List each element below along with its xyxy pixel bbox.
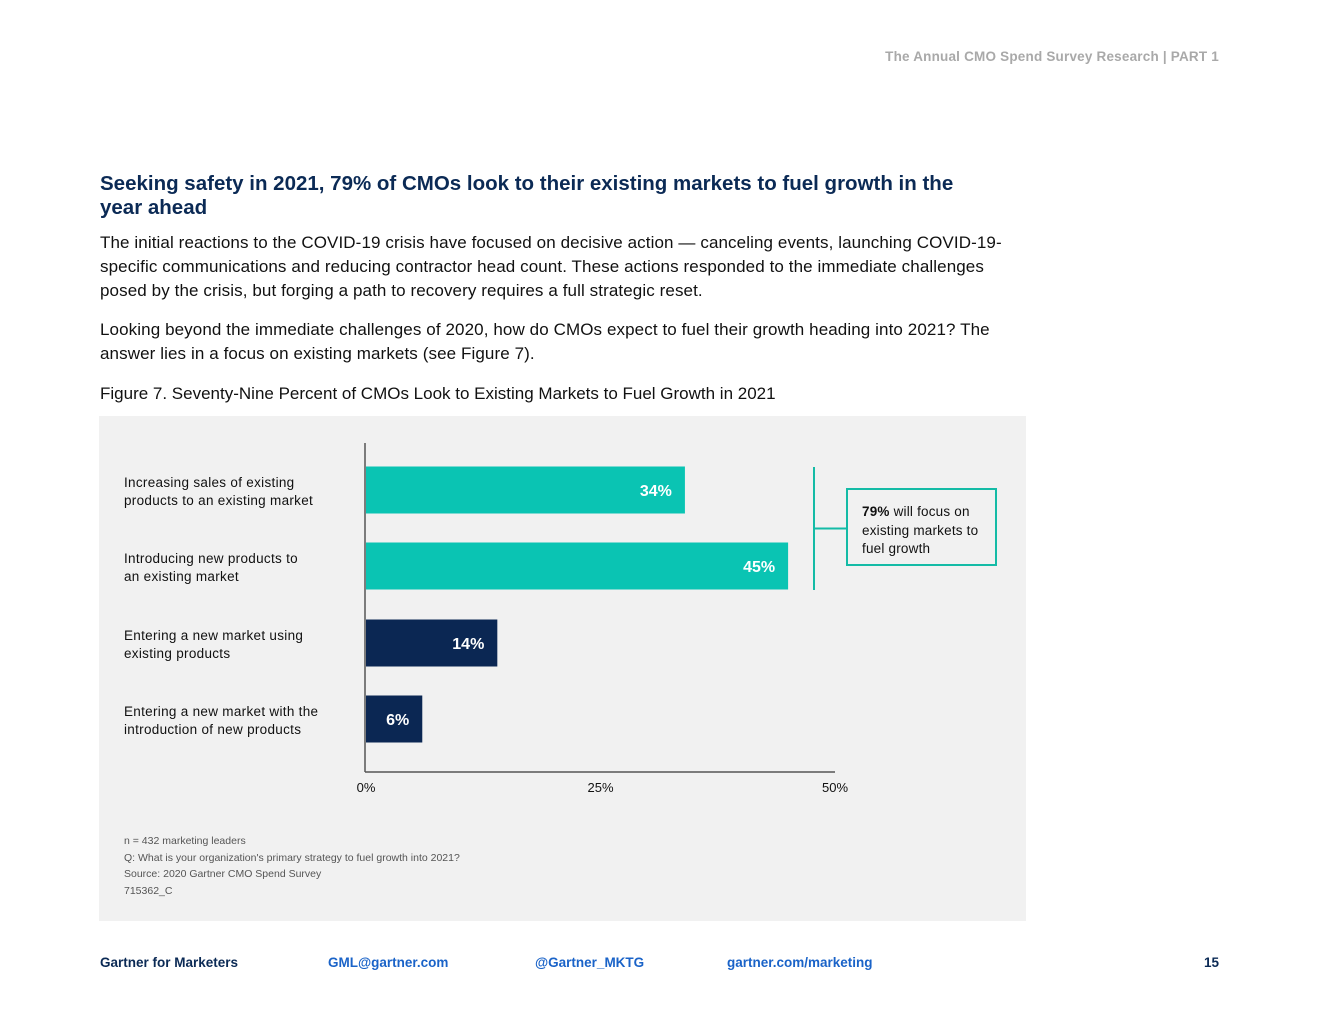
bar-2 <box>366 619 498 667</box>
running-header: The Annual CMO Spend Survey Research | P… <box>885 49 1219 64</box>
x-tick-label-2: 50% <box>822 780 848 795</box>
category-label-0-line-1: products to an existing market <box>124 493 313 508</box>
category-label-3-line-1: introduction of new products <box>124 722 301 737</box>
section-title: Seeking safety in 2021, 79% of CMOs look… <box>100 172 954 219</box>
category-label-2-line-1: existing products <box>124 646 230 661</box>
bar-3 <box>366 695 423 743</box>
x-tick-label-0: 0% <box>357 780 376 795</box>
body-paragraph-1: The initial reactions to the COVID-19 cr… <box>100 233 1002 300</box>
note-sample-size: n = 432 marketing leaders <box>124 835 246 847</box>
bar-value-label-1: 45% <box>743 559 775 576</box>
footer-website-link[interactable]: gartner.com/marketing <box>727 955 873 970</box>
bar-value-label-0: 34% <box>640 483 672 500</box>
callout-text: will focus on existing markets to fuel g… <box>862 504 979 556</box>
callout-highlight: 79% <box>862 504 890 519</box>
note-source: Source: 2020 Gartner CMO Spend Survey <box>124 868 322 880</box>
note-question: Q: What is your organization's primary s… <box>124 851 460 864</box>
body-paragraph-2: Looking beyond the immediate challenges … <box>100 320 990 363</box>
footer-twitter-link[interactable]: @Gartner_MKTG <box>535 955 645 970</box>
footer-brand: Gartner for Marketers <box>100 955 239 970</box>
x-tick-label-1: 25% <box>587 780 613 795</box>
category-label-1-line-0: Introducing new products to <box>124 551 298 566</box>
category-label-0-line-0: Increasing sales of existing <box>124 475 295 490</box>
footer-email-link[interactable]: GML@gartner.com <box>328 955 449 970</box>
figure-caption: Figure 7. Seventy-Nine Percent of CMOs L… <box>100 384 776 403</box>
category-label-1-line-1: an existing market <box>124 569 239 584</box>
bar-0 <box>366 466 685 514</box>
note-id: 715362_C <box>124 884 173 897</box>
figure-notes: n = 432 marketing leaders Q: What is you… <box>124 833 460 899</box>
figure-panel: 34% Increasing sales of existing products … <box>99 416 1026 921</box>
bar-1 <box>366 542 789 590</box>
bar-value-label-2: 14% <box>452 636 484 653</box>
callout-box: 79% will focus on existing markets to fu… <box>846 488 997 566</box>
category-label-3-line-0: Entering a new market with the <box>124 704 318 719</box>
page-number: 15 <box>1203 955 1219 970</box>
category-label-2-line-0: Entering a new market using <box>124 628 303 643</box>
bar-chart: 34% Increasing sales of existing products … <box>124 443 848 795</box>
bar-value-label-3: 6% <box>386 712 409 729</box>
